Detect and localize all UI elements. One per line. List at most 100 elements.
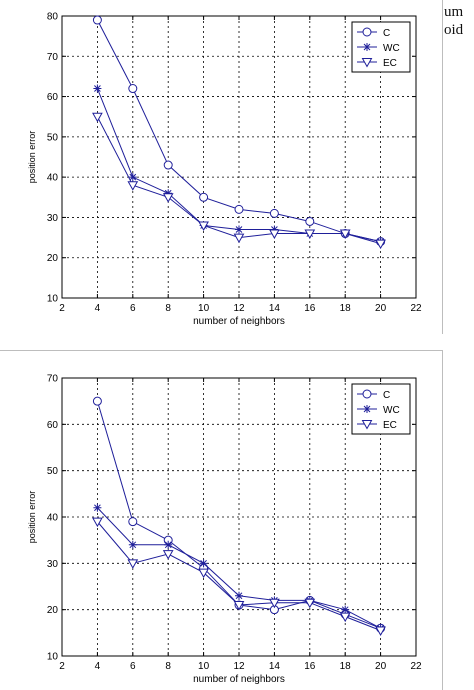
- x-tick-label: 14: [269, 303, 281, 314]
- x-tick-label: 12: [233, 303, 245, 314]
- data-point-wc: [270, 225, 279, 234]
- data-point-ec: [304, 598, 316, 609]
- legend: C WC EC: [351, 383, 411, 435]
- data-point-c: [92, 396, 102, 406]
- x-tick-label: 14: [269, 661, 281, 672]
- x-tick-label: 2: [59, 303, 65, 314]
- x-tick-label: 10: [198, 303, 210, 314]
- y-tick-label: 60: [47, 92, 59, 103]
- data-point-c: [269, 208, 279, 218]
- series-ec: [92, 517, 386, 637]
- data-point-ec: [162, 550, 174, 560]
- data-point-wc: [93, 84, 102, 93]
- data-point-ec: [127, 559, 139, 569]
- legend-marker-ec: [361, 58, 373, 68]
- data-point-c: [92, 15, 102, 25]
- data-point-ec: [339, 612, 351, 623]
- y-tick-label: 50: [47, 132, 59, 143]
- legend-marker-c: [362, 27, 372, 37]
- chart-top: 2 4 6 8 10 12 14 16 18 20 22 10 20 30 40 50 60 70 80 number…: [0, 0, 443, 334]
- legend-label-wc: WC: [383, 405, 400, 416]
- x-tick-label: 12: [233, 661, 245, 672]
- axis-ticks: 2 4 6 8 10 12 14 16 18 20 22 10 20 30 40 50 60 70 80: [47, 12, 422, 315]
- data-point-ec: [233, 601, 245, 611]
- legend-label-wc: WC: [383, 43, 400, 54]
- y-tick-label: 20: [47, 605, 59, 616]
- x-tick-label: 20: [375, 303, 387, 314]
- data-point-c: [234, 204, 244, 214]
- chart-top-svg: 2 4 6 8 10 12 14 16 18 20 22 10 20 30 40 50 60 70 80 number…: [27, 12, 422, 328]
- x-tick-label: 6: [130, 303, 136, 314]
- data-point-c: [128, 517, 138, 527]
- y-tick-label: 10: [47, 294, 59, 305]
- data-point-ec: [127, 181, 139, 191]
- data-point-wc: [164, 189, 173, 198]
- chart-bottom: 2 4 6 8 10 12 14 16 18 20 22 10 20 30 40 50 60 70 number o…: [0, 350, 443, 690]
- data-point-ec: [92, 517, 103, 528]
- x-tick-label: 4: [95, 661, 101, 672]
- data-point-ec: [233, 233, 245, 244]
- y-tick-label: 30: [47, 213, 59, 224]
- legend-marker-ec: [361, 420, 373, 430]
- y-tick-label: 30: [47, 559, 59, 570]
- y-tick-label: 70: [47, 374, 59, 385]
- legend-label-c: C: [383, 28, 390, 39]
- x-tick-label: 16: [304, 303, 316, 314]
- chart-bottom-svg: 2 4 6 8 10 12 14 16 18 20 22 10 20 30 40 50 60 70 number o…: [27, 374, 422, 686]
- data-point-ec: [198, 568, 209, 579]
- x-axis-label: number of neighbors: [193, 674, 285, 685]
- data-point-wc: [93, 503, 102, 512]
- series-ec: [92, 112, 386, 250]
- x-tick-label: 22: [410, 303, 422, 314]
- y-tick-label: 40: [47, 513, 59, 524]
- x-tick-label: 8: [165, 303, 171, 314]
- legend-label-ec: EC: [383, 420, 397, 431]
- data-point-wc: [128, 540, 137, 549]
- y-tick-label: 40: [47, 173, 59, 184]
- x-tick-label: 18: [340, 303, 352, 314]
- data-point-ec: [304, 229, 316, 240]
- legend-label-c: C: [383, 390, 390, 401]
- x-tick-label: 2: [59, 661, 65, 672]
- x-axis-label: number of neighbors: [193, 316, 285, 327]
- x-tick-label: 6: [130, 661, 136, 672]
- axis-ticks: 2 4 6 8 10 12 14 16 18 20 22 10 20 30 40 50 60 70: [47, 374, 422, 673]
- x-tick-label: 20: [375, 661, 387, 672]
- data-point-ec: [92, 112, 103, 123]
- legend-marker-c: [362, 389, 372, 399]
- y-tick-label: 50: [47, 466, 59, 477]
- data-point-c: [199, 192, 209, 202]
- x-tick-label: 18: [340, 661, 352, 672]
- data-point-wc: [199, 559, 208, 568]
- x-tick-label: 4: [95, 303, 101, 314]
- legend: C WC EC: [351, 21, 411, 73]
- data-point-wc: [235, 591, 243, 600]
- x-tick-label: 8: [165, 661, 171, 672]
- data-point-wc: [128, 173, 137, 182]
- data-point-ec: [375, 626, 386, 637]
- data-point-ec: [162, 193, 174, 203]
- legend-marker-wc: [363, 405, 371, 413]
- data-point-c: [128, 84, 138, 94]
- data-point-c: [305, 216, 315, 226]
- x-tick-label: 22: [410, 661, 422, 672]
- x-tick-label: 16: [304, 661, 316, 672]
- clipped-text-line-2: oid: [444, 22, 464, 38]
- legend-marker-wc: [363, 43, 371, 51]
- data-point-wc: [341, 605, 350, 614]
- data-point-ec: [339, 229, 351, 240]
- y-tick-label: 80: [47, 12, 59, 23]
- y-tick-label: 60: [47, 420, 59, 431]
- y-axis-label: position error: [27, 491, 37, 544]
- data-point-wc: [235, 225, 243, 234]
- x-tick-label: 10: [198, 661, 210, 672]
- y-tick-label: 10: [47, 652, 59, 663]
- y-tick-label: 20: [47, 253, 59, 264]
- data-point-wc: [164, 540, 173, 549]
- data-point-ec: [269, 598, 280, 609]
- data-point-c: [163, 160, 173, 170]
- data-point-ec: [269, 229, 280, 240]
- y-axis-label: position error: [27, 131, 37, 184]
- y-tick-label: 70: [47, 52, 59, 63]
- data-point-ec: [375, 239, 386, 250]
